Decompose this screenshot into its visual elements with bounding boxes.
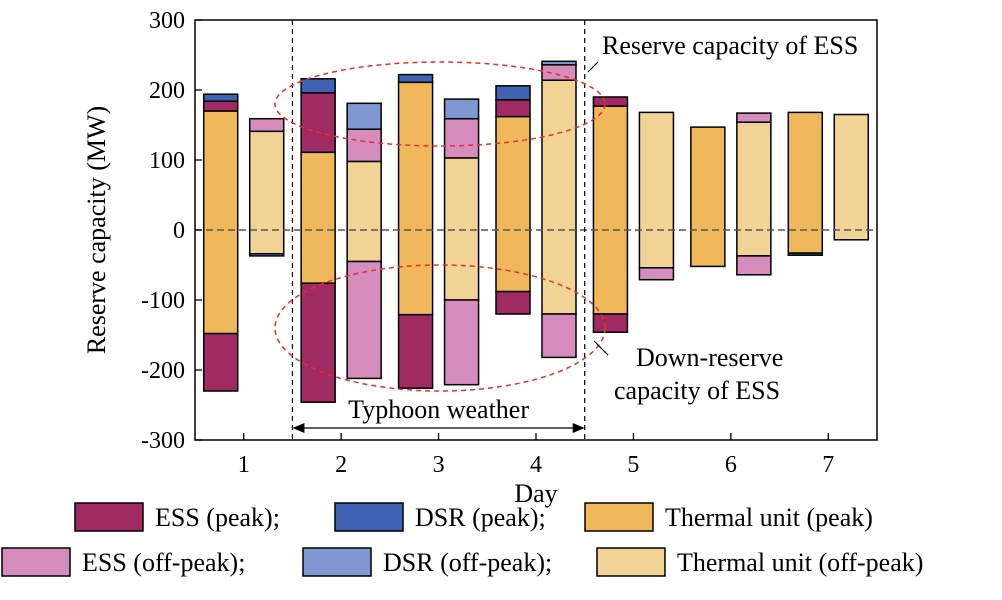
ellipse-reserve-down — [274, 264, 606, 392]
legend-label-thermal-peak: Thermal unit (peak) — [665, 503, 873, 532]
legend-label-dsr-offpeak: DSR (off-peak); — [383, 548, 552, 577]
bar-day6-off-peak-thermal — [736, 121, 772, 257]
bar-day1-peak-dsr-up — [202, 93, 239, 102]
bar-day2-peak-dsr-up — [300, 78, 336, 94]
x-axis: 1 2 3 4 5 6 7 — [238, 433, 834, 478]
y-axis-title: Reserve capacity (MW) — [82, 106, 111, 354]
legend-label-dsr-peak: DSR (peak); — [415, 503, 546, 532]
annotation-reserve-down-line1: Down-reserve — [636, 343, 783, 372]
annotation-typhoon-weather: Typhoon weather — [348, 395, 529, 424]
bar-day5-off-peak-ess-down — [638, 267, 675, 281]
y-tick-label: -200 — [141, 358, 185, 384]
bar-day3-peak-thermal — [397, 81, 434, 316]
bar-day6-off-peak-ess-down — [736, 255, 772, 276]
bar-day7-off-peak-thermal — [833, 113, 870, 241]
y-tick-label: 100 — [149, 148, 185, 174]
bar-day6-peak-thermal — [690, 126, 726, 268]
bar-day1-off-peak-dsr-down — [248, 253, 285, 257]
x-tick-label: 6 — [725, 452, 737, 478]
ellipse-reserve-up — [274, 61, 606, 147]
legend-label-ess-offpeak: ESS (off-peak); — [82, 548, 245, 577]
bar-day1-peak-thermal — [202, 110, 239, 335]
x-tick-label: 5 — [627, 452, 639, 478]
bar-day5-peak-ess-down — [592, 313, 629, 333]
x-tick-label: 4 — [530, 452, 542, 478]
x-tick-label: 3 — [433, 452, 445, 478]
bar-day2-off-peak-ess-down — [346, 260, 382, 380]
bar-day3-peak-ess-down — [397, 313, 434, 389]
annotation-pointer-down — [593, 340, 609, 356]
bar-day2-off-peak-thermal — [346, 160, 382, 263]
legend-label-thermal-offpeak: Thermal unit (off-peak) — [677, 548, 923, 577]
annotation-reserve-up: Reserve capacity of ESS — [602, 31, 858, 60]
legend-swatch-thermal-offpeak — [596, 547, 666, 577]
legend: ESS (peak); DSR (peak); Thermal unit (peak… — [1, 502, 923, 577]
annotation-pointer-up — [587, 61, 599, 73]
y-tick-label: 300 — [149, 8, 185, 34]
bar-day4-off-peak-thermal — [541, 79, 577, 315]
annotation-reserve-down-line2: capacity of ESS — [614, 376, 780, 405]
y-tick-label: -300 — [141, 428, 185, 454]
x-axis-title: Day — [514, 479, 557, 508]
bar-day3-off-peak-ess-up — [443, 117, 480, 159]
bar-day1-off-peak-ess-up — [248, 117, 285, 133]
bar-day5-off-peak-thermal — [638, 111, 675, 269]
bar-day3-off-peak-thermal — [443, 157, 480, 301]
legend-swatch-dsr-offpeak — [302, 547, 372, 577]
bar-day2-peak-ess-down — [300, 282, 336, 403]
bar-day4-peak-ess-down — [495, 290, 531, 315]
y-tick-label: -100 — [141, 288, 185, 314]
bar-day7-peak-thermal — [787, 111, 824, 254]
legend-swatch-ess-offpeak — [1, 547, 71, 577]
x-tick-label: 1 — [238, 452, 250, 478]
bar-day3-off-peak-dsr-up — [443, 98, 480, 120]
legend-swatch-dsr-peak — [334, 502, 404, 532]
x-tick-label: 7 — [822, 452, 834, 478]
bar-day4-peak-ess-up — [495, 99, 531, 118]
legend-swatch-thermal-peak — [584, 502, 654, 532]
y-axis: 300 200 100 0 -100 -200 -300 — [141, 8, 202, 454]
typhoon-arrow-left-head — [292, 423, 305, 433]
bar-day3-off-peak-ess-down — [443, 299, 480, 386]
bar-day4-off-peak-ess-down — [541, 313, 577, 359]
y-tick-label: 200 — [149, 78, 185, 104]
bar-day2-peak-ess-up — [300, 92, 336, 154]
typhoon-arrow-right-head — [572, 423, 585, 433]
legend-swatch-ess-peak — [74, 502, 144, 532]
bar-day1-peak-ess-up — [202, 100, 239, 112]
overlay-layer — [195, 20, 877, 440]
bar-day4-peak-dsr-up — [495, 85, 531, 101]
bar-day2-peak-thermal — [300, 151, 336, 284]
bar-day7-peak-dsr-down — [787, 252, 824, 256]
bar-day1-off-peak-thermal — [248, 130, 285, 255]
bar-day5-peak-ess-up — [592, 96, 629, 107]
bar-day2-off-peak-dsr-up — [346, 102, 382, 130]
bar-day2-off-peak-ess-up — [346, 128, 382, 163]
bar-day1-peak-ess-down — [202, 332, 239, 392]
bar-day3-peak-dsr-up — [397, 73, 434, 84]
bar-day4-peak-thermal — [495, 115, 531, 293]
bar-day4-off-peak-dsr-up — [541, 60, 577, 66]
y-tick-label: 0 — [173, 218, 185, 244]
bars-layer — [202, 60, 870, 403]
bar-day6-off-peak-ess-up — [736, 112, 772, 123]
x-tick-label: 2 — [335, 452, 347, 478]
legend-label-ess-peak: ESS (peak); — [155, 503, 280, 532]
bar-day5-peak-thermal — [592, 105, 629, 315]
